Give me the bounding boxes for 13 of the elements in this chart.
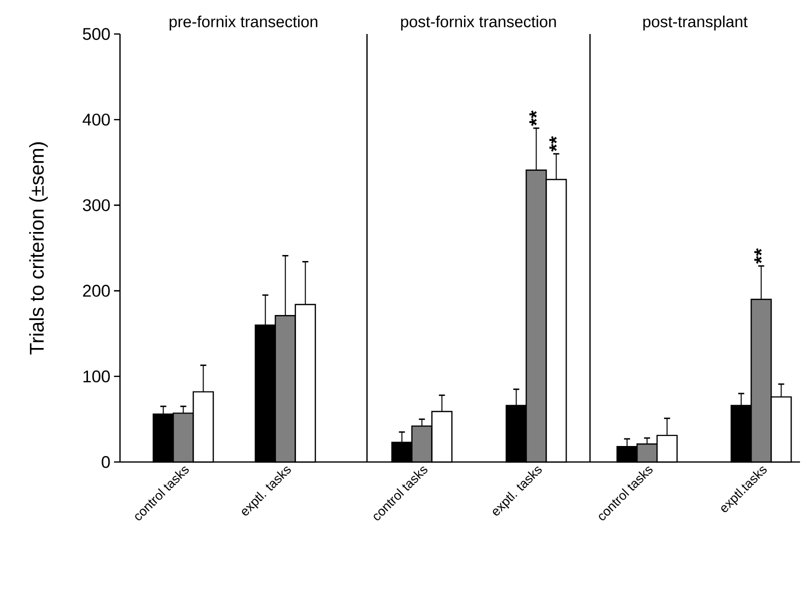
y-tick-label: 500 xyxy=(82,28,110,40)
y-tick-label: 300 xyxy=(82,199,110,212)
y-tick-label: 100 xyxy=(84,370,110,382)
y-tick-label: 0 xyxy=(102,456,110,468)
y-axis-title: Trials to criterion (±sem) xyxy=(29,142,48,354)
chart-title: post-fornix transection xyxy=(401,16,556,30)
annotation: ** xyxy=(529,110,537,126)
annotation: ** xyxy=(754,248,762,264)
y-tick-label: 200 xyxy=(83,284,110,297)
y-tick-label: 400 xyxy=(82,114,110,126)
chart-title: pre-fornix transection xyxy=(170,16,318,30)
annotation: ** xyxy=(549,136,557,152)
chart-title: post-transplant xyxy=(643,16,748,30)
